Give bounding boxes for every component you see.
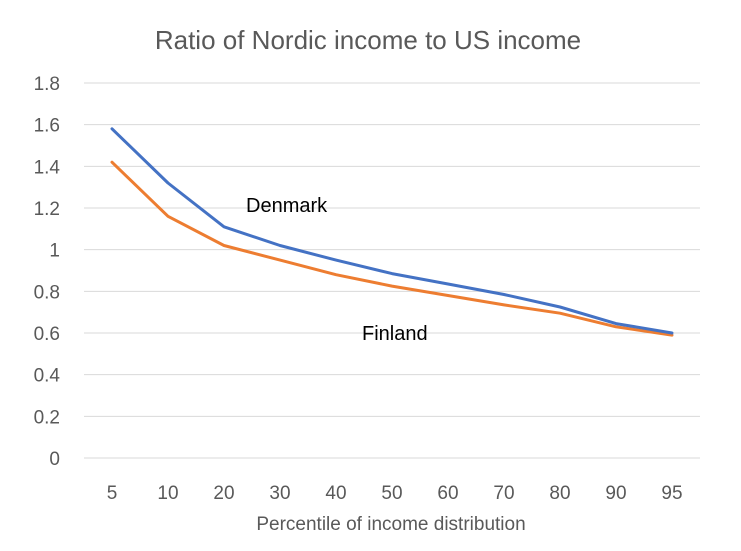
x-tick-label: 95 (661, 483, 682, 504)
x-tick-label: 5 (107, 483, 118, 504)
y-tick-label: 0 (49, 449, 60, 470)
y-tick-label: 0.6 (34, 324, 60, 345)
x-tick-label: 80 (549, 483, 570, 504)
series-lines (110, 127, 674, 337)
x-tick-label: 40 (325, 483, 346, 504)
x-tick-label: 70 (493, 483, 514, 504)
y-tick-label: 0.4 (34, 366, 61, 387)
y-axis-ticks: 0 0.2 0.4 0.6 0.8 1 1.2 1.4 1.6 1.8 (34, 74, 61, 470)
x-tick-label: 10 (157, 483, 178, 504)
x-tick-label: 90 (605, 483, 626, 504)
series-line-finland (110, 160, 674, 337)
gridlines (84, 82, 700, 459)
x-tick-label: 30 (269, 483, 290, 504)
y-tick-label: 1.6 (34, 116, 60, 137)
x-axis-label: Percentile of income distribution (256, 514, 525, 535)
series-line-denmark (110, 127, 674, 335)
y-tick-label: 1.4 (34, 157, 61, 178)
y-tick-label: 1 (49, 241, 60, 262)
x-tick-label: 50 (381, 483, 402, 504)
y-tick-label: 0.2 (34, 407, 60, 428)
y-tick-label: 0.8 (34, 282, 60, 303)
x-axis-ticks: 5 10 20 30 40 50 60 70 80 90 95 (107, 483, 683, 504)
annotation-denmark: Denmark (246, 195, 328, 217)
y-tick-label: 1.8 (34, 74, 60, 95)
x-tick-label: 20 (213, 483, 234, 504)
annotation-finland: Finland (362, 323, 428, 345)
y-tick-label: 1.2 (34, 199, 60, 220)
x-tick-label: 60 (437, 483, 458, 504)
chart-title: Ratio of Nordic income to US income (155, 25, 581, 55)
